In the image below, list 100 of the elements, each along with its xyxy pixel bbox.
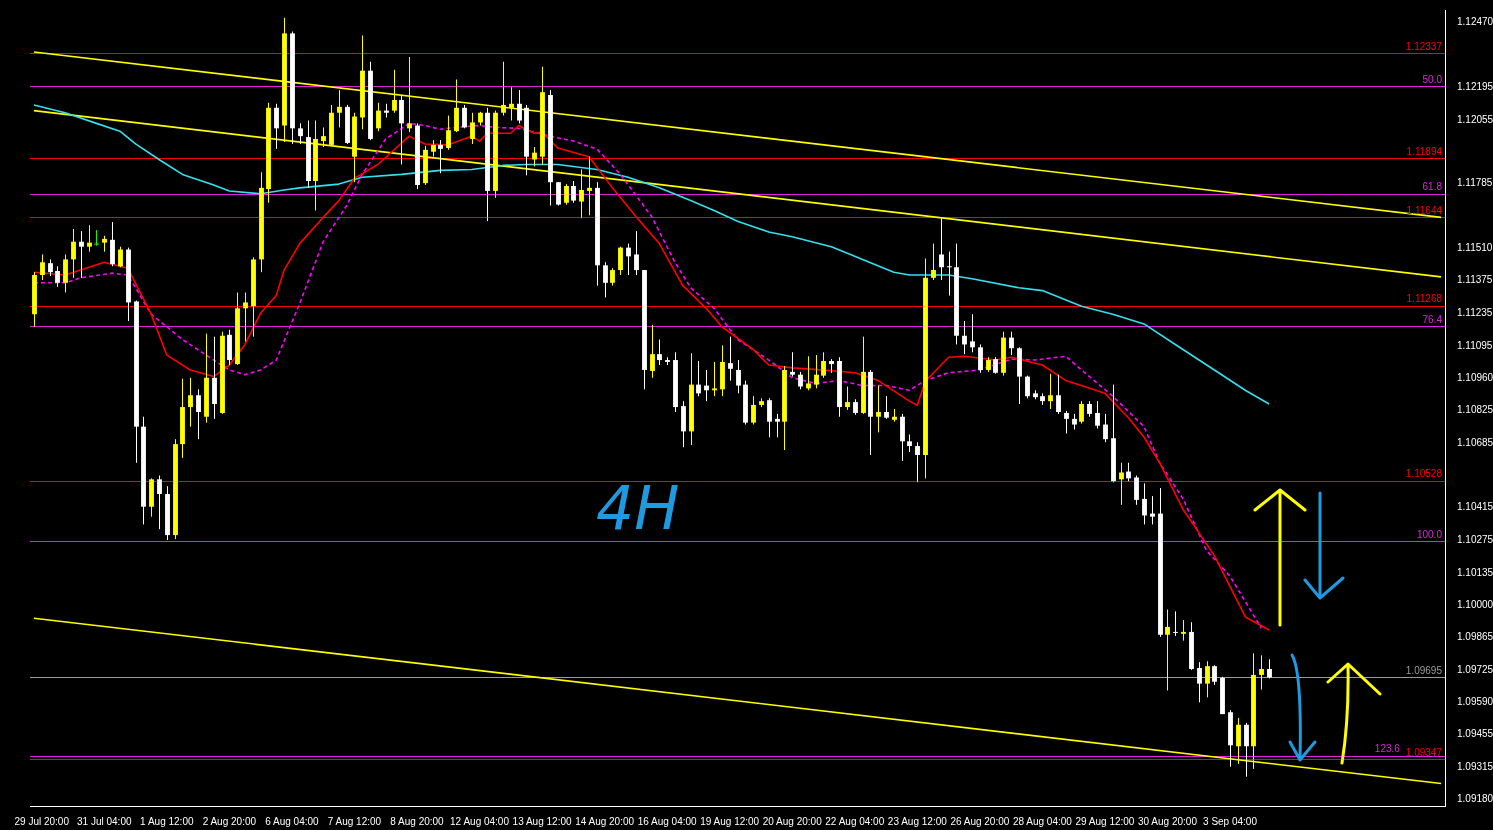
y-tick-label: 1.11785 xyxy=(1457,177,1493,189)
candlestick xyxy=(876,385,881,433)
x-tick-label: 7 Aug 12:00 xyxy=(327,815,382,827)
candlestick xyxy=(1181,619,1186,642)
y-tick-label: 1.12195 xyxy=(1457,80,1493,92)
candlestick xyxy=(556,181,561,207)
ref-line-label: 1.09695 xyxy=(1405,665,1443,677)
x-tick-label: 19 Aug 12:00 xyxy=(700,815,760,827)
x-tick-label: 20 Aug 20:00 xyxy=(762,815,823,827)
x-tick-label: 30 Aug 20:00 xyxy=(1138,815,1198,827)
candlestick xyxy=(1079,400,1084,425)
candlestick xyxy=(1197,661,1202,703)
candlestick xyxy=(571,180,576,204)
x-tick-label: 28 Aug 04:00 xyxy=(1012,815,1073,827)
ref-line-label: 1.09347 xyxy=(1405,747,1443,759)
annotation: 100.0 xyxy=(1416,528,1443,540)
y-tick-label: 1.09315 xyxy=(1457,760,1493,772)
candlestick xyxy=(915,441,920,483)
x-tick-label: 13 Aug 12:00 xyxy=(512,815,572,827)
candlestick xyxy=(1212,664,1217,686)
candlestick xyxy=(947,251,952,297)
y-tick-label: 1.10275 xyxy=(1457,534,1493,546)
y-tick-label: 1.09180 xyxy=(1457,792,1493,804)
y-tick-label: 1.11095 xyxy=(1457,340,1493,352)
candlestick xyxy=(821,351,826,379)
candlestick xyxy=(79,230,84,279)
x-tick-label: 8 Aug 20:00 xyxy=(390,815,445,827)
x-tick-label: 3 Sep 04:00 xyxy=(1203,815,1258,827)
x-tick-label: 16 Aug 04:00 xyxy=(637,815,698,827)
candlestick xyxy=(517,89,522,124)
candlestick xyxy=(438,139,443,174)
candlestick xyxy=(71,228,76,279)
candlestick xyxy=(501,61,506,117)
x-tick-label: 6 Aug 04:00 xyxy=(265,815,320,827)
y-tick-label: 1.09725 xyxy=(1457,663,1493,675)
y-tick-label: 1.10825 xyxy=(1457,404,1493,416)
candlestick xyxy=(87,224,92,253)
annotation: 4H xyxy=(596,473,680,544)
annotation: 61.8 xyxy=(1422,181,1443,193)
candlestick xyxy=(775,413,780,438)
candlestick xyxy=(767,397,772,438)
candlestick xyxy=(939,217,944,281)
y-tick-label: 1.11375 xyxy=(1457,274,1493,286)
y-tick-label: 1.10000 xyxy=(1457,598,1493,610)
x-tick-label: 29 Jul 20:00 xyxy=(14,815,70,827)
candlestick xyxy=(196,388,201,440)
candlestick xyxy=(728,336,733,382)
candlestick xyxy=(970,313,975,353)
candlestick xyxy=(962,320,967,355)
ref-line-label: 1.11644 xyxy=(1406,204,1443,216)
candlestick xyxy=(376,102,381,132)
candlestick xyxy=(1095,400,1100,430)
y-tick-label: 1.09590 xyxy=(1457,695,1493,707)
y-tick-label: 1.09455 xyxy=(1457,727,1493,739)
x-tick-label: 12 Aug 04:00 xyxy=(450,815,510,827)
candlestick xyxy=(790,351,795,378)
candlestick xyxy=(931,243,936,281)
candlestick xyxy=(1259,654,1264,691)
x-tick-label: 31 Jul 04:00 xyxy=(77,815,132,827)
candlestick xyxy=(736,359,741,394)
candlestick xyxy=(657,339,662,366)
candlestick xyxy=(1165,608,1170,691)
y-tick-label: 1.10960 xyxy=(1457,372,1493,384)
candlestick xyxy=(1244,722,1249,778)
candlestick xyxy=(650,324,655,379)
candlestick xyxy=(94,229,99,247)
candlestick xyxy=(274,103,279,150)
candlestick xyxy=(462,104,467,129)
annotation: 76.4 xyxy=(1422,314,1443,326)
x-tick-label: 26 Aug 20:00 xyxy=(950,815,1010,827)
x-tick-label: 23 Aug 12:00 xyxy=(887,815,948,827)
ref-line-label: 1.11894 xyxy=(1406,145,1443,157)
annotation: 123.6 xyxy=(1374,743,1401,755)
candlestick xyxy=(1126,462,1131,482)
candlestick xyxy=(1134,475,1139,506)
candlestick xyxy=(1142,482,1147,525)
x-tick-label: 1 Aug 12:00 xyxy=(140,815,194,827)
y-tick-label: 1.11510 xyxy=(1457,242,1493,254)
candlestick xyxy=(978,343,983,374)
candlestick xyxy=(509,86,514,122)
candlestick xyxy=(298,122,303,145)
candlestick xyxy=(337,89,342,128)
candlestick xyxy=(618,246,623,276)
candlestick xyxy=(1009,331,1014,356)
candlestick xyxy=(470,112,475,145)
x-tick-label: 14 Aug 20:00 xyxy=(575,815,635,827)
x-tick-label: 22 Aug 04:00 xyxy=(825,815,885,827)
y-tick-label: 1.12470 xyxy=(1457,15,1493,27)
candlestick xyxy=(587,156,592,216)
ref-line-label: 1.12337 xyxy=(1405,40,1443,52)
candlestick xyxy=(1267,658,1272,679)
candlestick xyxy=(712,361,717,397)
candlestick xyxy=(446,115,451,151)
candlestick xyxy=(579,168,584,219)
y-tick-label: 1.10415 xyxy=(1457,500,1493,512)
candlestick xyxy=(321,126,326,148)
y-tick-label: 1.11235 xyxy=(1457,307,1493,319)
y-tick-label: 1.12055 xyxy=(1457,113,1493,125)
candlestick xyxy=(1119,462,1124,506)
candlestick xyxy=(392,69,397,114)
